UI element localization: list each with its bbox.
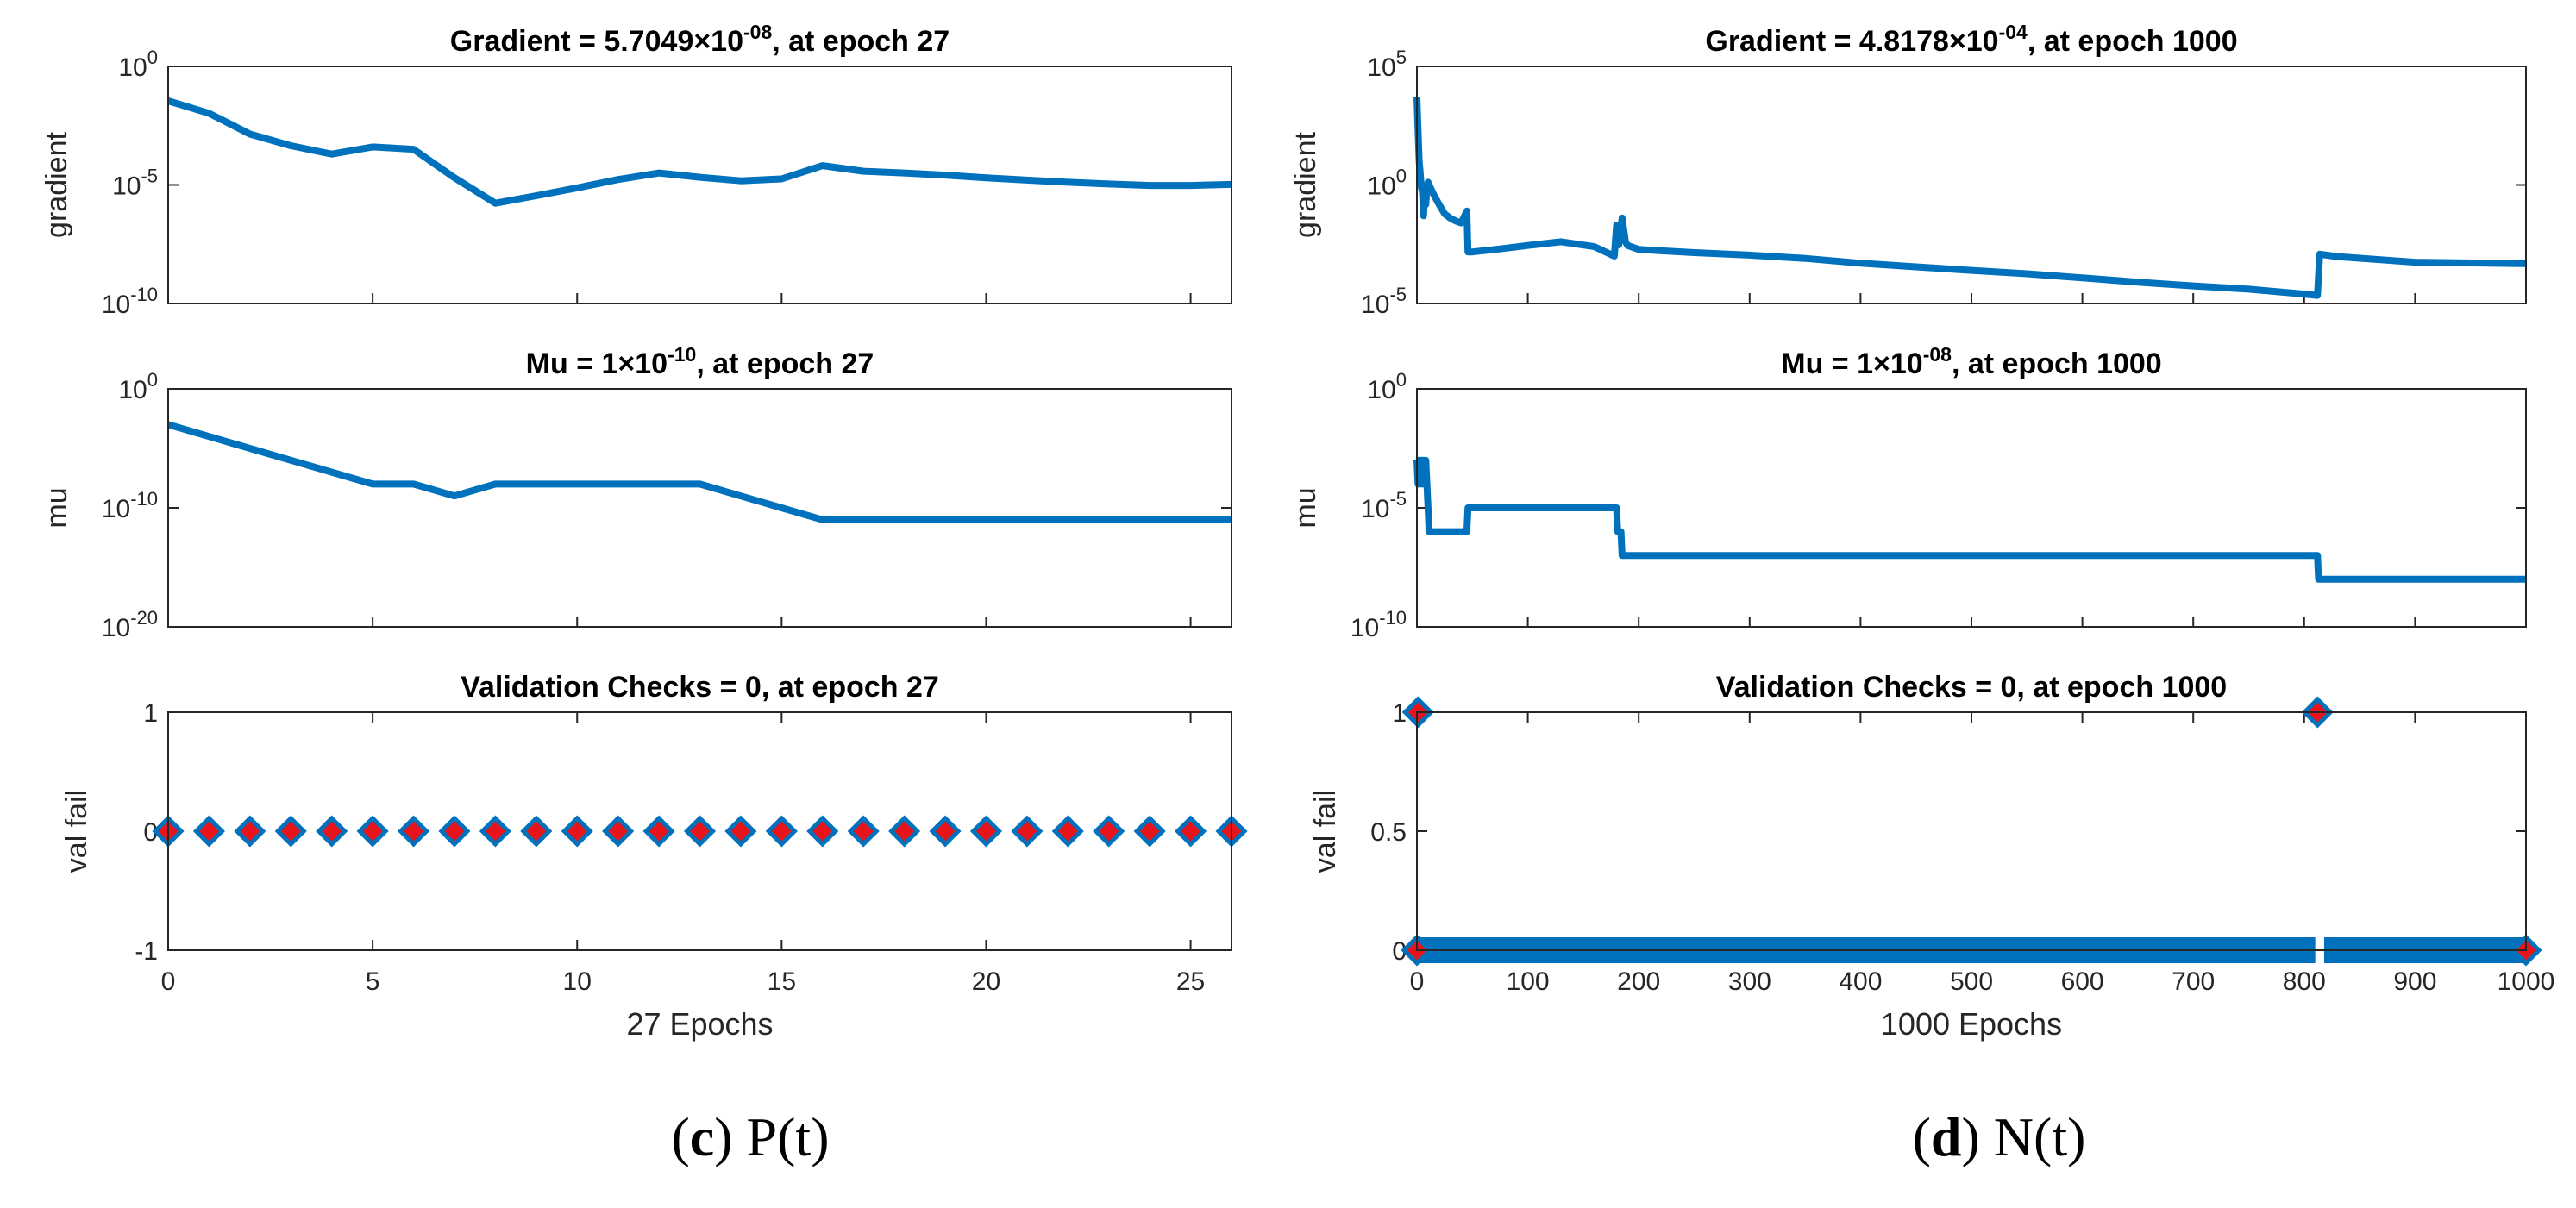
plot-area xyxy=(1401,696,2542,967)
data-point xyxy=(520,815,553,848)
y-tick-label: 1 xyxy=(1392,699,1407,728)
x-tick-label: 800 xyxy=(2283,967,2326,996)
axes-frame xyxy=(167,66,1232,304)
y-tick-label: 10-10 xyxy=(102,284,158,319)
y-tick-label: 10-5 xyxy=(1361,284,1407,319)
data-point xyxy=(765,815,798,848)
chart-title: Gradient = 5.7049×10-08, at epoch 27 xyxy=(450,21,950,58)
chart-c-top: Gradient = 5.7049×10-08, at epoch 27 10-1… xyxy=(41,21,1232,319)
y-tick-label: 0 xyxy=(143,818,158,847)
chart-c-mid: Mu = 1×10-10, at epoch 27 10-20 10-10 100 mu xyxy=(41,343,1232,642)
series-line xyxy=(1413,456,2526,583)
y-tick-label: 100 xyxy=(1367,369,1407,404)
chart-title: Validation Checks = 0, at epoch 1000 xyxy=(1716,671,2227,704)
data-point xyxy=(642,815,675,848)
data-point xyxy=(847,815,880,848)
y-tick-label: 100 xyxy=(1367,166,1407,201)
plot-area xyxy=(166,97,1232,207)
x-tick-label: 5 xyxy=(366,967,380,996)
x-tick-label: 100 xyxy=(1507,967,1550,996)
x-tick-label: 400 xyxy=(1839,967,1882,996)
data-point xyxy=(1011,815,1044,848)
y-tick-label: 10-10 xyxy=(102,488,158,523)
x-tick-label: 700 xyxy=(2172,967,2215,996)
y-tick-label: 10-5 xyxy=(1361,488,1407,523)
x-tick-label: 0 xyxy=(161,967,176,996)
data-point xyxy=(561,815,593,848)
y-tick-label: 100 xyxy=(118,47,158,82)
x-axis-label: 1000 Epochs xyxy=(1881,1006,2062,1042)
y-axis-label: gradient xyxy=(41,132,73,238)
x-tick-label: 0 xyxy=(1410,967,1425,996)
axes-frame xyxy=(167,388,1232,628)
data-point xyxy=(1133,815,1166,848)
axes-frame xyxy=(1416,66,2527,304)
x-tick-label: 15 xyxy=(768,967,796,996)
series-line xyxy=(166,97,1232,207)
plot-area xyxy=(1413,456,2526,583)
chart-d-bot: Validation Checks = 0, at epoch 1000 0 0.5… xyxy=(1309,671,2554,1042)
y-tick-label: 10-10 xyxy=(1351,607,1407,642)
data-point xyxy=(192,815,225,848)
chart-title: Validation Checks = 0, at epoch 27 xyxy=(461,671,939,704)
data-point xyxy=(234,815,266,848)
series-line xyxy=(1413,97,2527,299)
x-tick-label: 1000 xyxy=(2498,967,2555,996)
data-point xyxy=(438,815,471,848)
y-tick-label: 10-20 xyxy=(102,607,158,642)
x-tick-label: 10 xyxy=(563,967,592,996)
data-point xyxy=(806,815,839,848)
data-point xyxy=(602,815,635,848)
y-tick-label: 1 xyxy=(143,699,158,728)
chart-d-mid: Mu = 1×10-08, at epoch 1000 10-10 10-5 100 m… xyxy=(1289,343,2527,642)
data-point xyxy=(724,815,757,848)
x-axis-label: 27 Epochs xyxy=(626,1006,773,1042)
chart-d-top: Gradient = 4.8178×10-04, at epoch 1000 10… xyxy=(1289,21,2527,319)
y-axis-label: val fail xyxy=(1309,790,1342,873)
x-tick-label: 20 xyxy=(972,967,1000,996)
plot-area xyxy=(1413,97,2527,299)
chart-title: Mu = 1×10-08, at epoch 1000 xyxy=(1781,343,2161,380)
x-tick-label: 500 xyxy=(1950,967,1993,996)
axes-frame xyxy=(167,711,1232,951)
axes-frame xyxy=(1416,388,2527,628)
y-axis-label: mu xyxy=(41,487,73,528)
caption: (d) N(t) xyxy=(1913,1106,2086,1167)
x-tick-label: 25 xyxy=(1176,967,1205,996)
y-axis-label: gradient xyxy=(1289,132,1322,238)
y-tick-label: 105 xyxy=(1367,47,1407,82)
series-line xyxy=(166,421,1232,523)
chart-title: Gradient = 4.8178×10-04, at epoch 1000 xyxy=(1705,21,2237,58)
data-point xyxy=(316,815,348,848)
y-tick-label: -1 xyxy=(135,937,158,966)
x-tick-label: 200 xyxy=(1617,967,1660,996)
data-point xyxy=(398,815,430,848)
data-point xyxy=(356,815,389,848)
data-point xyxy=(479,815,511,848)
y-tick-label: 100 xyxy=(118,369,158,404)
caption: (c) P(t) xyxy=(671,1106,829,1167)
data-point xyxy=(969,815,1002,848)
x-tick-label: 300 xyxy=(1728,967,1771,996)
data-point xyxy=(274,815,307,848)
axes-frame xyxy=(1416,711,2527,951)
y-tick-label: 10-5 xyxy=(112,166,158,201)
plot-area xyxy=(152,815,1248,848)
data-point xyxy=(1051,815,1084,848)
x-tick-label: 600 xyxy=(2061,967,2104,996)
plot-area xyxy=(166,421,1232,523)
y-axis-label: val fail xyxy=(60,790,93,873)
chart-title: Mu = 1×10-10, at epoch 27 xyxy=(526,343,874,380)
y-tick-label: 0 xyxy=(1392,937,1407,966)
y-axis-label: mu xyxy=(1289,487,1322,528)
data-point xyxy=(929,815,962,848)
data-point xyxy=(1093,815,1125,848)
y-tick-label: 0.5 xyxy=(1370,818,1407,847)
data-point xyxy=(1175,815,1207,848)
data-point xyxy=(683,815,717,848)
chart-c-bot: Validation Checks = 0, at epoch 27-101va… xyxy=(60,671,1248,1042)
data-point xyxy=(888,815,921,848)
x-tick-label: 900 xyxy=(2393,967,2436,996)
